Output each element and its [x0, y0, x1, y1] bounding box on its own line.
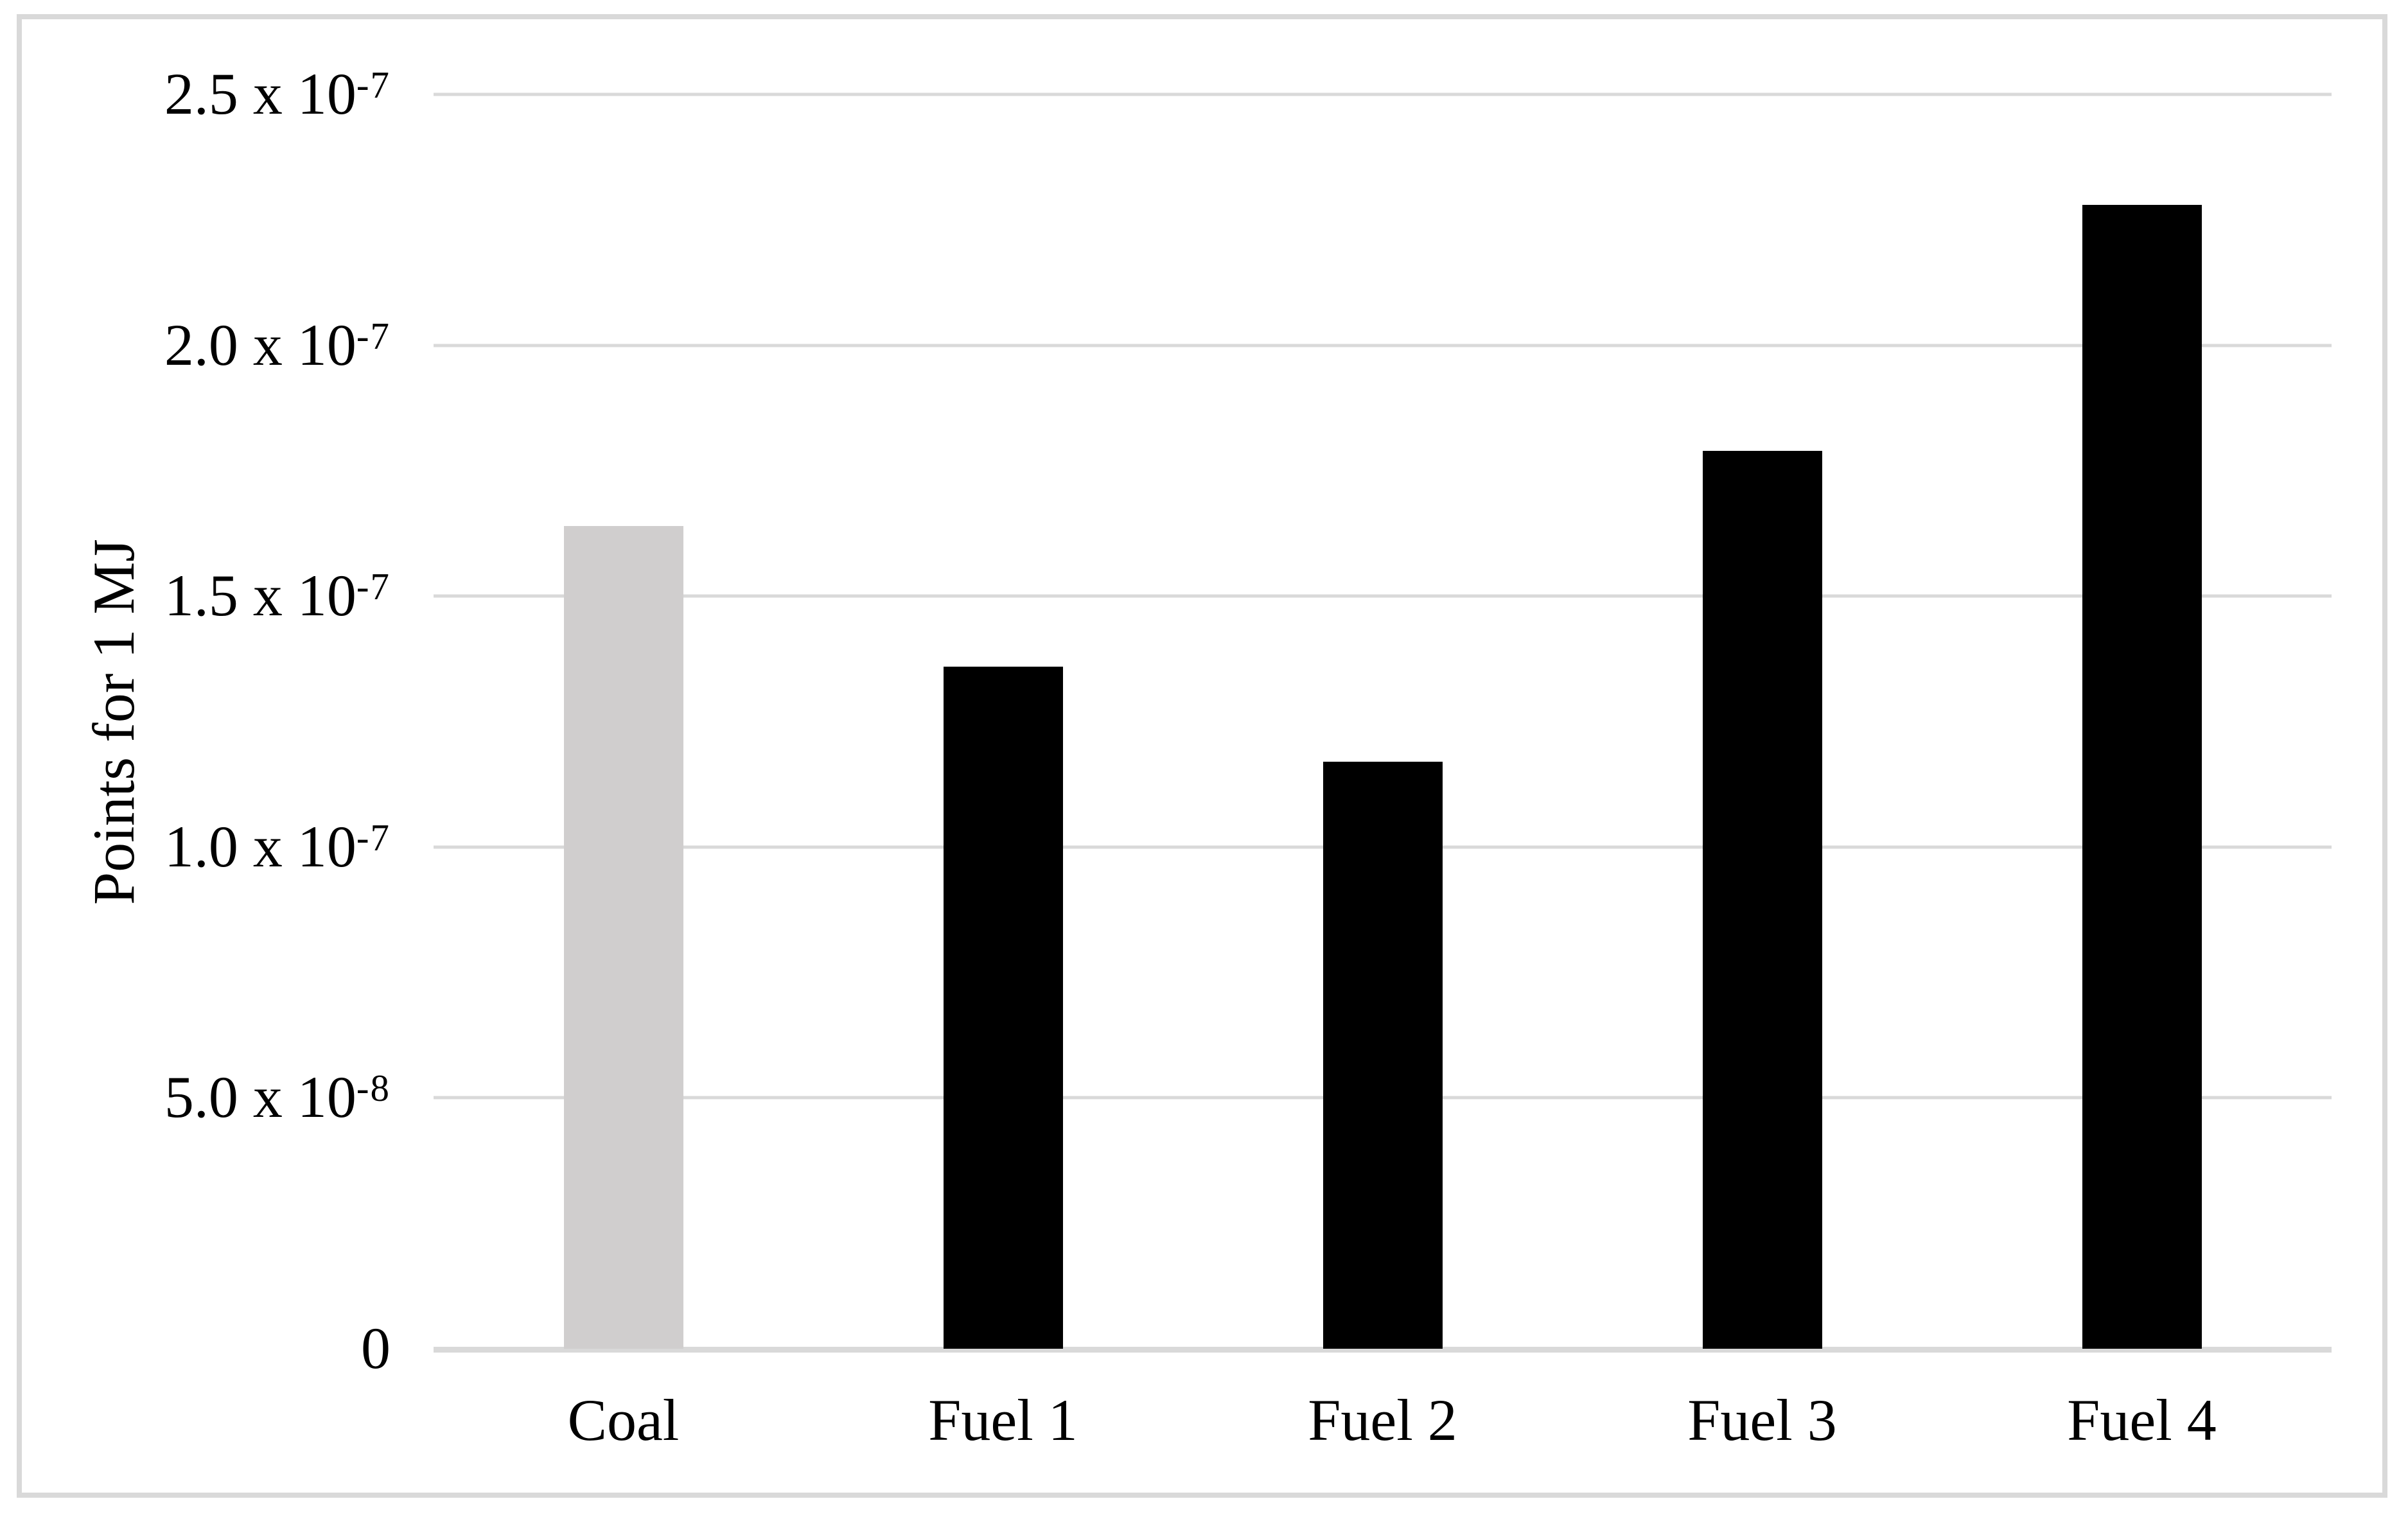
x-label-coal: Coal [567, 1387, 680, 1453]
bar-series [434, 94, 2332, 1349]
bar-slot-fuel-4 [1952, 94, 2332, 1349]
y-tick-exponent: -7 [356, 315, 391, 358]
x-label-fuel-1: Fuel 1 [928, 1387, 1078, 1453]
y-tick-exponent: -7 [356, 816, 391, 859]
bar-slot-coal [434, 94, 813, 1349]
gridline [434, 92, 2332, 96]
y-tick-label: 2.0 x 10-7 [0, 307, 391, 384]
bar-fuel-2 [1323, 762, 1443, 1349]
bar-slot-fuel-3 [1572, 94, 1952, 1349]
x-label-fuel-4: Fuel 4 [2067, 1387, 2217, 1453]
bar-slot-fuel-2 [1193, 94, 1572, 1349]
x-axis-line [434, 1347, 2332, 1353]
y-tick-exponent: -7 [356, 64, 391, 107]
y-tick-mantissa: 2.0 x 10 [164, 312, 356, 378]
y-tick-mantissa: 1.0 x 10 [164, 814, 356, 880]
figure-border [17, 14, 2387, 1498]
y-tick-label: 5.0 x 10-8 [0, 1059, 391, 1136]
bar-coal [563, 525, 683, 1349]
bar-slot-fuel-1 [813, 94, 1193, 1349]
x-axis-labels: Coal Fuel 1 Fuel 2 Fuel 3 Fuel 4 [434, 1382, 2332, 1459]
y-axis-title: Points for 1 MJ [81, 538, 146, 905]
gridline [434, 594, 2332, 598]
y-tick-exponent: -8 [356, 1067, 391, 1110]
y-tick-exponent: -7 [356, 565, 391, 608]
bar-fuel-4 [2082, 204, 2202, 1349]
y-tick-label: 0 [0, 1310, 391, 1387]
y-tick-label: 1.5 x 10-7 [0, 557, 391, 635]
y-tick-label: 1.0 x 10-7 [0, 809, 391, 886]
bar-fuel-1 [943, 666, 1063, 1349]
y-tick-mantissa: 5.0 x 10 [164, 1064, 356, 1130]
y-tick-label: 2.5 x 10-7 [0, 56, 391, 133]
y-tick-mantissa: 2.5 x 10 [164, 61, 356, 127]
gridline [434, 344, 2332, 347]
x-label-fuel-3: Fuel 3 [1687, 1387, 1837, 1453]
x-label-fuel-2: Fuel 2 [1308, 1387, 1457, 1453]
y-tick-mantissa: 0 [361, 1315, 391, 1381]
y-tick-mantissa: 1.5 x 10 [164, 563, 356, 629]
bar-fuel-3 [1702, 450, 1822, 1349]
